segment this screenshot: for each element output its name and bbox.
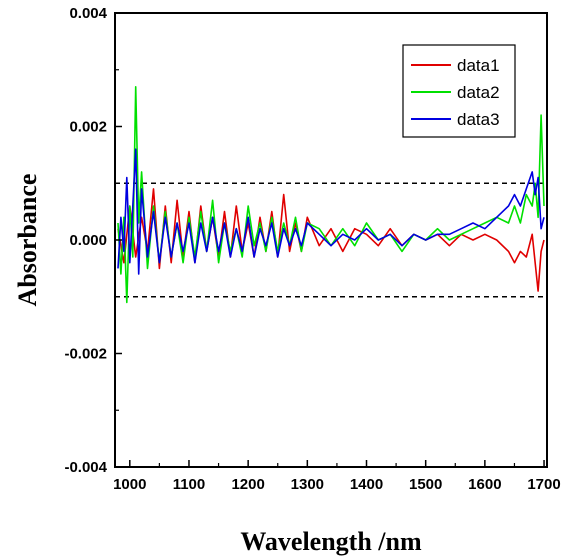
y-tick-label: 0.002 (69, 119, 107, 136)
x-tick-label: 1400 (350, 476, 383, 493)
x-tick-label: 1600 (468, 476, 501, 493)
series-layer (117, 86, 545, 304)
x-tick-label: 1200 (231, 476, 264, 493)
series-line-data3 (117, 148, 545, 275)
legend-label-data2: data2 (457, 83, 500, 102)
x-tick-label: 1300 (291, 476, 324, 493)
x-axis: 1000 1100 1200 1300 1400 1500 1600 1700 (113, 460, 561, 493)
x-tick-label: 1100 (173, 476, 206, 493)
y-tick-label: 0.000 (69, 232, 107, 249)
x-tick-label: 1700 (527, 476, 560, 493)
y-tick-label: -0.004 (64, 459, 107, 476)
x-tick-label: 1000 (113, 476, 146, 493)
legend-label-data3: data3 (457, 110, 500, 129)
y-tick-label: 0.004 (69, 5, 107, 22)
y-tick-label: -0.002 (64, 346, 107, 363)
legend-label-data1: data1 (457, 56, 500, 75)
legend: data1 data2 data3 (402, 44, 516, 138)
y-axis-title: Absorbance (13, 174, 42, 307)
x-axis-title: Wavelength /nm (240, 527, 422, 556)
reference-lines (115, 182, 547, 298)
y-axis: -0.004 -0.002 0.000 0.002 0.004 (64, 5, 122, 476)
x-tick-label: 1500 (409, 476, 442, 493)
